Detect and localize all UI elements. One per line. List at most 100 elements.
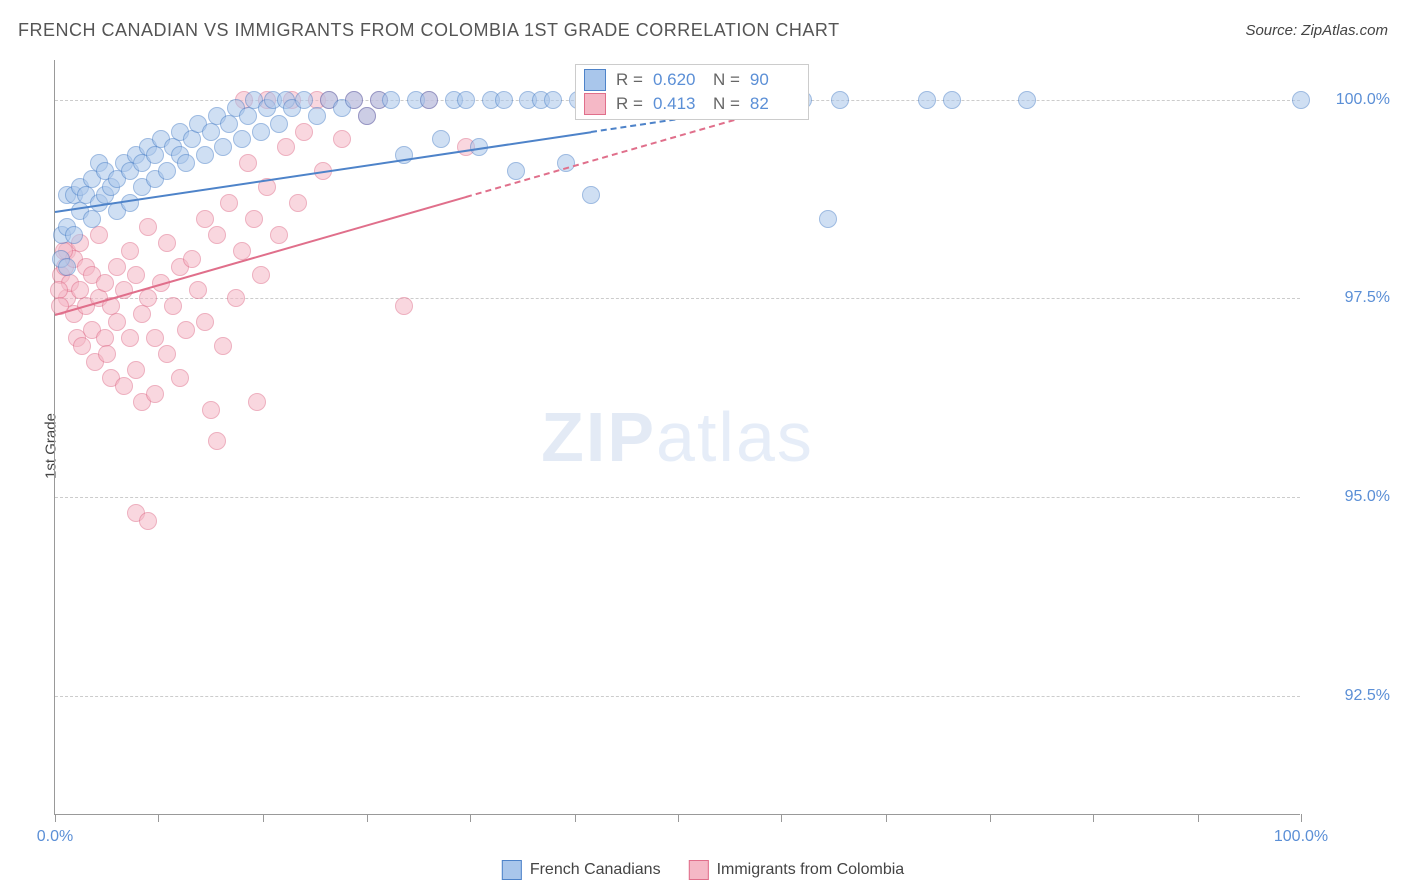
watermark-light: atlas	[656, 398, 814, 476]
x-tick-label: 100.0%	[1274, 828, 1328, 846]
data-point	[214, 138, 232, 156]
data-point	[139, 512, 157, 530]
data-point	[202, 401, 220, 419]
data-point	[943, 91, 961, 109]
data-point	[58, 258, 76, 276]
data-point	[295, 91, 313, 109]
data-point	[239, 154, 257, 172]
data-point	[189, 281, 207, 299]
x-tick	[781, 814, 782, 822]
data-point	[202, 123, 220, 141]
legend: French Canadians Immigrants from Colombia	[502, 860, 904, 880]
data-point	[208, 226, 226, 244]
data-point	[171, 369, 189, 387]
x-tick-label: 0.0%	[37, 828, 73, 846]
x-tick	[678, 814, 679, 822]
data-point	[127, 361, 145, 379]
stats-row: R =0.620N =90	[584, 69, 800, 91]
x-tick	[158, 814, 159, 822]
data-point	[139, 218, 157, 236]
data-point	[233, 130, 251, 148]
data-point	[196, 313, 214, 331]
data-point	[139, 289, 157, 307]
data-point	[507, 162, 525, 180]
data-point	[98, 345, 116, 363]
data-point	[270, 226, 288, 244]
y-tick-label: 95.0%	[1310, 488, 1390, 506]
data-point	[108, 258, 126, 276]
stats-box: R =0.620N =90R =0.413N =82	[575, 64, 809, 120]
data-point	[495, 91, 513, 109]
x-tick	[886, 814, 887, 822]
data-point	[233, 242, 251, 260]
data-point	[158, 345, 176, 363]
data-point	[214, 337, 232, 355]
data-point	[245, 210, 263, 228]
data-point	[158, 162, 176, 180]
data-point	[382, 91, 400, 109]
data-point	[345, 91, 363, 109]
x-tick	[263, 814, 264, 822]
chart-title: FRENCH CANADIAN VS IMMIGRANTS FROM COLOM…	[18, 20, 840, 41]
stat-n-value: 82	[750, 94, 800, 114]
data-point	[183, 250, 201, 268]
data-point	[358, 107, 376, 125]
x-tick	[55, 814, 56, 822]
data-point	[196, 210, 214, 228]
stat-n-label: N =	[713, 70, 740, 90]
data-point	[270, 115, 288, 133]
data-point	[432, 130, 450, 148]
data-point	[146, 146, 164, 164]
x-tick	[470, 814, 471, 822]
legend-label: French Canadians	[530, 861, 661, 879]
data-point	[108, 313, 126, 331]
data-point	[277, 138, 295, 156]
legend-item: Immigrants from Colombia	[689, 860, 905, 880]
data-point	[164, 297, 182, 315]
data-point	[395, 297, 413, 315]
data-point	[333, 130, 351, 148]
data-point	[308, 107, 326, 125]
stats-swatch	[584, 93, 606, 115]
data-point	[220, 115, 238, 133]
data-point	[73, 337, 91, 355]
data-point	[544, 91, 562, 109]
data-point	[183, 130, 201, 148]
data-point	[918, 91, 936, 109]
data-point	[146, 329, 164, 347]
data-point	[90, 226, 108, 244]
data-point	[127, 266, 145, 284]
source-label: Source: ZipAtlas.com	[1245, 22, 1388, 39]
data-point	[83, 210, 101, 228]
gridline	[55, 497, 1300, 498]
data-point	[115, 377, 133, 395]
data-point	[289, 194, 307, 212]
watermark-bold: ZIP	[541, 398, 656, 476]
data-point	[196, 146, 214, 164]
y-tick-label: 97.5%	[1310, 289, 1390, 307]
legend-swatch	[689, 860, 709, 880]
stat-r-value: 0.620	[653, 70, 703, 90]
y-tick-label: 92.5%	[1310, 687, 1390, 705]
x-tick	[1093, 814, 1094, 822]
legend-swatch	[502, 860, 522, 880]
data-point	[457, 91, 475, 109]
data-point	[121, 194, 139, 212]
legend-label: Immigrants from Colombia	[717, 861, 905, 879]
legend-item: French Canadians	[502, 860, 661, 880]
stat-n-value: 90	[750, 70, 800, 90]
scatter-plot-area: ZIPatlas 92.5%95.0%97.5%100.0%0.0%100.0%…	[54, 60, 1300, 815]
y-tick-label: 100.0%	[1310, 91, 1390, 109]
data-point	[65, 226, 83, 244]
data-point	[295, 123, 313, 141]
x-tick	[367, 814, 368, 822]
data-point	[220, 194, 238, 212]
watermark: ZIPatlas	[541, 397, 814, 477]
x-tick	[575, 814, 576, 822]
data-point	[252, 123, 270, 141]
data-point	[177, 154, 195, 172]
data-point	[831, 91, 849, 109]
stat-r-value: 0.413	[653, 94, 703, 114]
data-point	[227, 289, 245, 307]
data-point	[1292, 91, 1310, 109]
